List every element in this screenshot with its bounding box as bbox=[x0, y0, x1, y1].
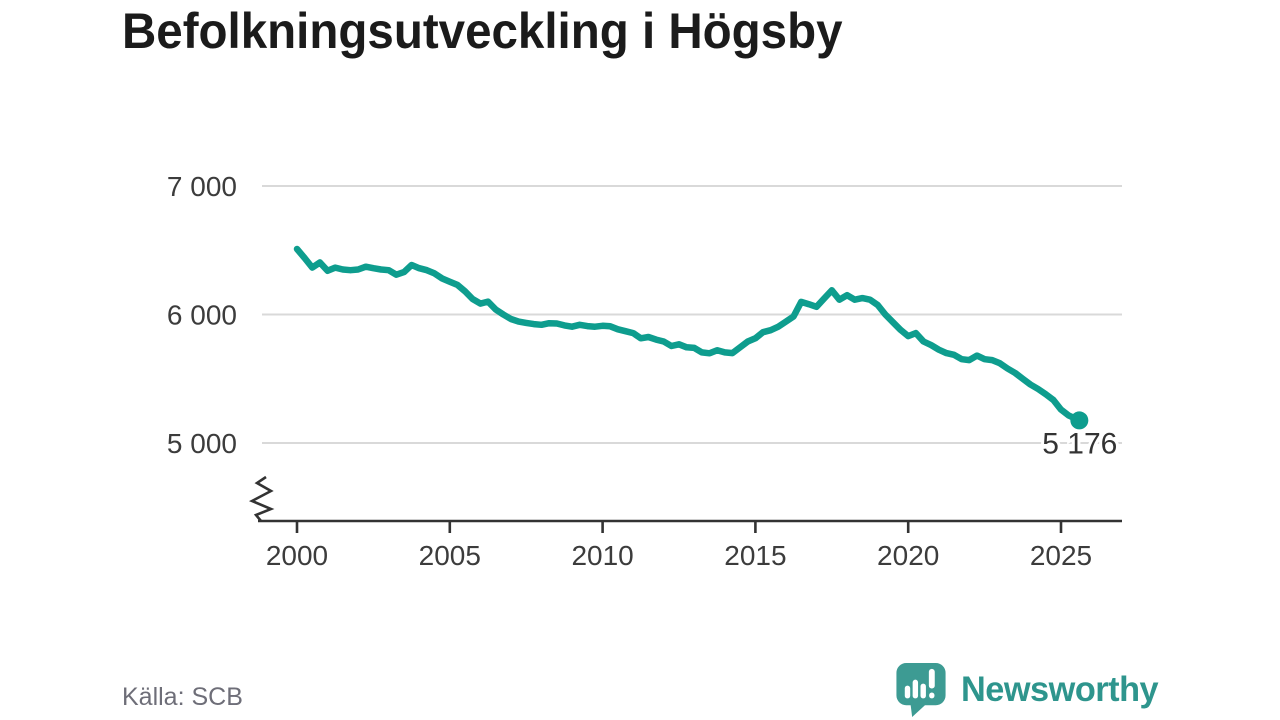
page-title: Befolkningsutveckling i Högsby bbox=[122, 2, 880, 60]
series-line bbox=[293, 245, 1083, 424]
bar-2 bbox=[912, 679, 919, 699]
gridlines bbox=[262, 185, 1122, 444]
x-tick-label-2015: 2015 bbox=[724, 540, 786, 571]
newsworthy-logo: Newsworthy bbox=[893, 661, 1162, 718]
y-axis-labels: 7 000 6 000 5 000 bbox=[167, 171, 237, 459]
end-point-and-label: 5 176 bbox=[1039, 411, 1120, 463]
bar-1 bbox=[904, 685, 911, 699]
axis-break-zigzag-icon bbox=[248, 475, 275, 522]
x-tick-label-2025: 2025 bbox=[1030, 540, 1092, 571]
x-tick-label-2005: 2005 bbox=[419, 540, 481, 571]
newsworthy-speech-bubble-chart-icon bbox=[896, 662, 946, 718]
source-note: Källa: SCB bbox=[122, 683, 243, 711]
axis-break-zigzag bbox=[248, 475, 275, 522]
population-series-line bbox=[293, 245, 1083, 424]
x-axis: 2000 2005 2010 2015 2020 2025 bbox=[258, 519, 1122, 571]
y-tick-label-6000: 6 000 bbox=[167, 300, 237, 331]
exclamation-bar bbox=[928, 668, 935, 689]
x-tick-label-2010: 2010 bbox=[571, 540, 633, 571]
end-point-dot bbox=[1070, 411, 1089, 430]
exclamation-dot bbox=[929, 692, 935, 699]
x-tick-label-2020: 2020 bbox=[877, 540, 939, 571]
newsworthy-wordmark: Newsworthy bbox=[961, 669, 1159, 709]
y-tick-label-5000: 5 000 bbox=[167, 428, 237, 459]
chart-footer: Källa: SCB Newsworthy bbox=[0, 655, 1280, 720]
end-value-label: 5 176 bbox=[1042, 427, 1117, 460]
y-tick-label-7000: 7 000 bbox=[167, 171, 237, 202]
bar-3 bbox=[920, 683, 926, 699]
population-line-chart: 7 000 6 000 5 000 2000 2005 2010 2015 2020 2025… bbox=[167, 171, 1122, 571]
x-tick-label-2000: 2000 bbox=[266, 540, 328, 571]
page-title-text: Befolkningsutveckling i Högsby bbox=[122, 3, 843, 59]
